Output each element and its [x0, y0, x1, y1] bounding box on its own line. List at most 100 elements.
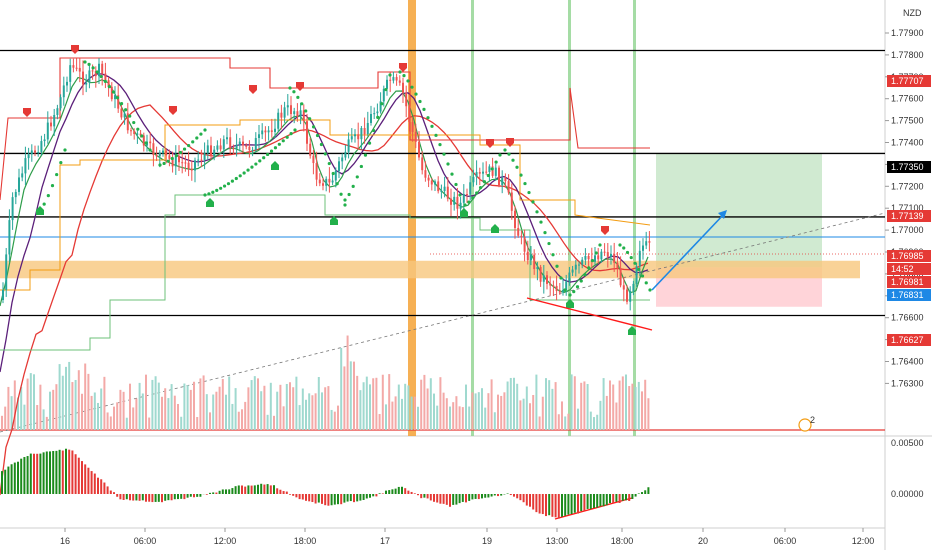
macd-bar	[625, 494, 627, 501]
candle-body	[587, 256, 590, 260]
volume-bar	[455, 396, 458, 430]
candle-body	[462, 194, 465, 203]
candle-body	[274, 128, 276, 132]
volume-bar	[593, 417, 595, 430]
candle-body	[325, 178, 328, 186]
macd-bar	[17, 461, 19, 494]
sar-dot	[418, 99, 422, 104]
volume-bar	[573, 376, 576, 430]
candle-body	[158, 152, 161, 157]
candle-body	[341, 157, 344, 162]
candle-body	[530, 254, 532, 261]
candle-body	[72, 65, 75, 68]
price-tag	[887, 250, 931, 262]
macd-bar	[602, 494, 605, 507]
sar-dot	[406, 79, 410, 83]
macd-histogram	[1, 448, 650, 519]
macd-bar	[461, 494, 464, 502]
macd-bar	[436, 494, 439, 503]
macd-bar	[570, 494, 573, 515]
sar-dot	[115, 96, 120, 100]
macd-bar	[138, 494, 141, 501]
macd-bar	[180, 494, 183, 499]
volume-bar	[391, 401, 394, 430]
macd-bar	[189, 494, 192, 497]
candle-body	[69, 65, 72, 82]
macd-bar	[615, 494, 618, 502]
candle-body	[613, 253, 616, 263]
volume-bar	[404, 383, 407, 430]
macd-bar	[586, 494, 589, 509]
volume-bar	[10, 396, 13, 430]
macd-bar	[577, 494, 579, 514]
volume-bar	[634, 386, 637, 430]
sar-dot	[414, 92, 418, 96]
candle-body	[117, 95, 120, 109]
sar-dot	[285, 135, 289, 139]
volume-bar	[407, 385, 410, 430]
volume-bar	[436, 405, 439, 430]
sar-dot	[111, 90, 116, 94]
sar-dot	[296, 95, 300, 99]
macd-bar	[237, 485, 240, 494]
volume-bar	[282, 406, 285, 430]
macd-bar	[532, 494, 535, 510]
macd-bar	[308, 494, 311, 502]
sar-dot	[648, 288, 652, 292]
macd-bar	[583, 494, 586, 512]
candle-body	[149, 141, 152, 144]
time-tick-label: 18:00	[611, 536, 634, 546]
volume-bar	[170, 384, 173, 430]
sar-dot	[618, 243, 622, 247]
candle-body	[8, 220, 11, 255]
currency-label[interactable]: NZD	[903, 8, 922, 18]
sell-signal-marker	[169, 106, 177, 115]
candle-body	[248, 146, 251, 151]
macd-bar	[388, 490, 391, 494]
candle-body	[318, 179, 321, 184]
volume-bar	[538, 416, 541, 430]
volume-bar	[548, 380, 551, 430]
candle-body	[168, 155, 171, 159]
candle-body	[510, 192, 513, 211]
macd-bar	[378, 493, 381, 494]
candle-body	[523, 237, 526, 252]
candle-body	[427, 177, 430, 181]
macd-bar	[279, 489, 282, 494]
sar-dot	[598, 243, 602, 247]
volume-bar	[122, 391, 125, 430]
macd-bar	[484, 494, 487, 498]
volume-bar	[493, 412, 496, 430]
volume-bar	[445, 398, 448, 430]
macd-bar	[218, 490, 221, 494]
macd-bar	[71, 450, 74, 494]
macd-bar	[58, 449, 61, 494]
volume-bar	[615, 402, 618, 430]
candle-body	[411, 122, 414, 132]
sar-dot	[446, 162, 450, 166]
sar-dot	[434, 133, 438, 137]
sar-dot	[281, 139, 285, 143]
sar-dot	[579, 279, 583, 283]
macd-bar	[132, 494, 135, 501]
macd-bar	[247, 485, 250, 494]
volume-bar	[237, 411, 240, 430]
macd-bar	[551, 494, 554, 517]
sar-dot	[269, 149, 274, 153]
sar-dot	[583, 273, 587, 277]
volume-bar	[100, 388, 103, 430]
candle-body	[370, 114, 372, 123]
macd-bar	[442, 494, 445, 504]
buy-signal-marker	[330, 216, 338, 225]
candle-body	[424, 170, 427, 178]
macd-bar	[36, 453, 39, 494]
volume-bar	[375, 377, 378, 430]
sar-dot	[63, 148, 67, 152]
volume-bar	[295, 376, 298, 430]
macd-bar	[593, 494, 595, 508]
macd-bar	[20, 458, 23, 494]
sell-signal-marker	[486, 139, 494, 148]
candle-body	[363, 128, 366, 135]
macd-bar	[423, 494, 426, 498]
